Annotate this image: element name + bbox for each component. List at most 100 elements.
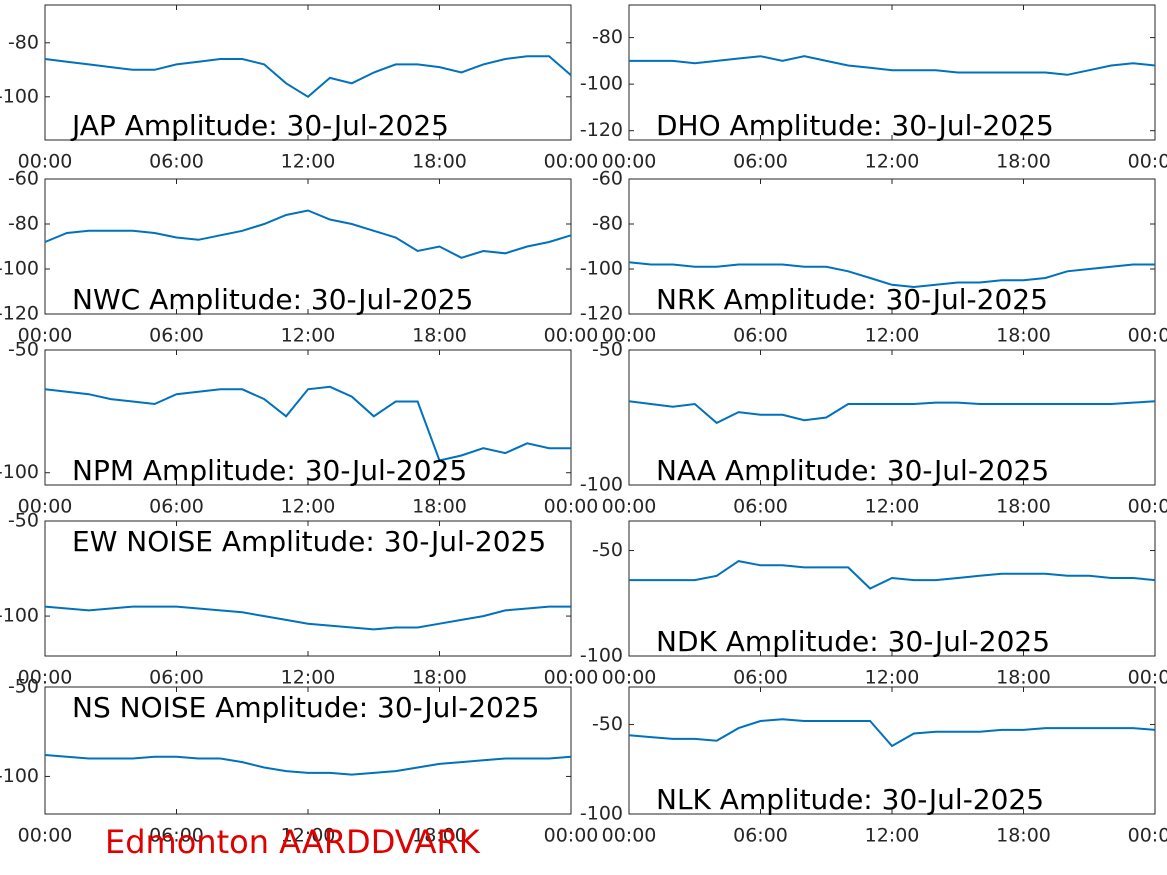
x-tick-label: 12:00 xyxy=(865,667,920,689)
x-tick-label: 00:00 xyxy=(544,825,599,847)
x-tick-label: 06:00 xyxy=(149,825,204,847)
x-tick-label: 00:00 xyxy=(1128,325,1167,347)
x-tick-label: 00:00 xyxy=(18,667,73,689)
x-tick-label: 00:00 xyxy=(18,151,73,173)
x-tick-label: 00:00 xyxy=(602,496,657,518)
y-tick-label: -50 xyxy=(592,713,623,735)
x-tick-label: 00:00 xyxy=(544,496,599,518)
data-line xyxy=(44,209,572,259)
x-tick-label: 06:00 xyxy=(149,325,204,347)
y-tick-label: -80 xyxy=(592,213,623,235)
data-line xyxy=(628,718,1156,748)
data-line xyxy=(44,385,571,462)
x-tick-label: 00:00 xyxy=(602,667,657,689)
panel-title: NRK Amplitude: 30-Jul-2025 xyxy=(656,283,1048,316)
data-line xyxy=(44,605,571,631)
y-tick-label: -60 xyxy=(8,168,39,190)
y-tick-label: -100 xyxy=(0,765,39,787)
panel-title: NLK Amplitude: 30-Jul-2025 xyxy=(656,783,1044,816)
y-tick-label: -120 xyxy=(580,303,623,325)
x-tick-label: 00:00 xyxy=(1128,151,1167,173)
y-tick-label: -80 xyxy=(8,31,39,53)
panel-title: NAA Amplitude: 30-Jul-2025 xyxy=(656,454,1049,487)
data-line xyxy=(629,55,1156,76)
data-line xyxy=(628,400,1156,425)
axes-box xyxy=(628,520,1156,657)
x-tick-label: 12:00 xyxy=(865,496,920,518)
panel: -50 -100 00:00 06:00 12:00 18:00 00:00 NPM Ampl… xyxy=(0,339,598,518)
y-tick-label: -50 xyxy=(592,539,623,561)
panel-title: JAP Amplitude: 30-Jul-2025 xyxy=(70,109,449,142)
x-tick-label: 00:00 xyxy=(544,667,599,689)
x-tick-label: 12:00 xyxy=(865,151,920,173)
x-tick-label: 12:00 xyxy=(281,151,336,173)
panel: -80 -100 -120 00:00 06:00 12:00 18:00 00:00 DHO … xyxy=(580,4,1167,173)
y-tick-label: -50 xyxy=(592,339,623,361)
x-tick-label: 00:00 xyxy=(18,825,73,847)
y-tick-label: -100 xyxy=(0,461,39,483)
x-tick-label: 06:00 xyxy=(149,667,204,689)
x-tick-label: 06:00 xyxy=(149,151,204,173)
x-tick-label: 00:00 xyxy=(1128,496,1167,518)
x-tick-label: 18:00 xyxy=(412,825,467,847)
y-tick-label: -50 xyxy=(8,676,39,698)
axes-box xyxy=(628,178,1156,315)
footer: Edmonton AARDDVARK xyxy=(105,823,481,861)
panel: -80 -100 00:00 06:00 12:00 18:00 00:00 JAP Ampl… xyxy=(0,4,598,173)
x-tick-label: 06:00 xyxy=(733,325,788,347)
x-tick-label: 06:00 xyxy=(733,496,788,518)
y-tick-label: -50 xyxy=(8,510,39,532)
y-tick-label: -80 xyxy=(592,26,623,48)
x-tick-label: 00:00 xyxy=(18,496,73,518)
x-tick-label: 18:00 xyxy=(996,151,1051,173)
panel-title: EW NOISE Amplitude: 30-Jul-2025 xyxy=(72,525,546,558)
panel: -60-80-100-12000:0006:0012:0018:0000:00N… xyxy=(580,168,1167,347)
y-tick-label: -100 xyxy=(580,474,623,496)
x-tick-label: 00:00 xyxy=(1128,825,1167,847)
x-tick-label: 18:00 xyxy=(412,496,467,518)
axes-box xyxy=(44,686,572,815)
y-tick-label: -100 xyxy=(580,645,623,667)
x-tick-label: 00:00 xyxy=(1128,667,1167,689)
axes-box xyxy=(44,349,572,486)
panel-title: NWC Amplitude: 30-Jul-2025 xyxy=(72,283,473,316)
x-tick-label: 18:00 xyxy=(412,325,467,347)
x-tick-label: 12:00 xyxy=(865,325,920,347)
x-tick-label: 00:00 xyxy=(602,825,657,847)
x-tick-label: 18:00 xyxy=(996,325,1051,347)
x-tick-label: 18:00 xyxy=(412,151,467,173)
x-tick-label: 06:00 xyxy=(149,496,204,518)
data-line xyxy=(44,55,572,99)
x-tick-label: 12:00 xyxy=(281,825,336,847)
y-tick-label: -100 xyxy=(580,73,623,95)
axes-box xyxy=(44,178,572,315)
panel-title: DHO Amplitude: 30-Jul-2025 xyxy=(656,109,1054,142)
y-tick-label: -50 xyxy=(8,339,39,361)
y-tick-label: -100 xyxy=(0,258,39,280)
x-tick-label: 12:00 xyxy=(281,325,336,347)
x-tick-label: 00:00 xyxy=(18,325,73,347)
data-line xyxy=(629,560,1156,590)
y-tick-label: -80 xyxy=(8,213,39,235)
axes-box xyxy=(44,4,572,141)
y-tick-label: -120 xyxy=(0,303,39,325)
x-tick-label: 18:00 xyxy=(996,825,1051,847)
x-tick-label: 00:00 xyxy=(544,325,599,347)
y-tick-label: -120 xyxy=(580,119,623,141)
y-tick-label: -100 xyxy=(580,803,623,825)
y-tick-label: -60 xyxy=(592,168,623,190)
y-tick-label: -100 xyxy=(0,85,39,107)
y-tick-label: -100 xyxy=(0,605,39,627)
x-tick-label: 00:00 xyxy=(602,325,657,347)
panel: -50 -100 00:00 06:00 12:00 18:00 00:00 EW NOISE… xyxy=(0,510,598,689)
x-tick-label: 18:00 xyxy=(996,496,1051,518)
x-tick-label: 12:00 xyxy=(865,825,920,847)
panel-title: NDK Amplitude: 30-Jul-2025 xyxy=(656,625,1050,658)
panel-title: NS NOISE Amplitude: 30-Jul-2025 xyxy=(72,691,539,724)
x-tick-label: 06:00 xyxy=(733,151,788,173)
